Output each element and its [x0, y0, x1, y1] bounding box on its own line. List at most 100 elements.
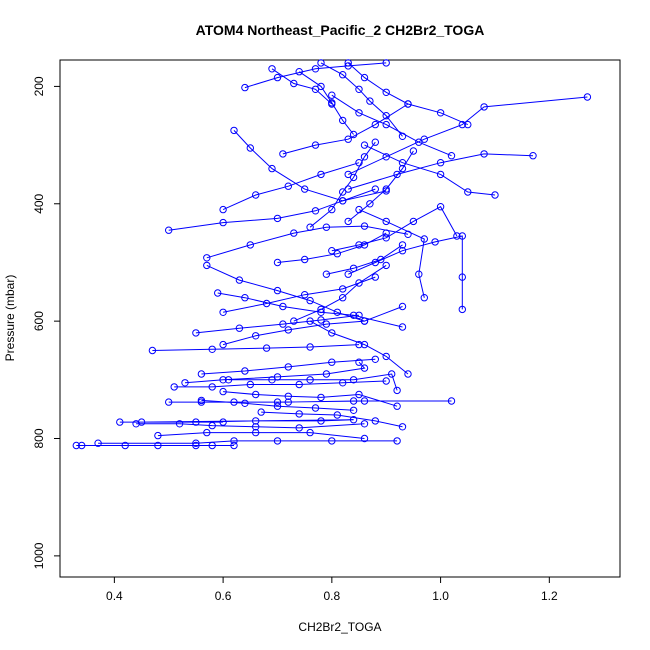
data-point — [208, 345, 216, 353]
data-point — [328, 100, 336, 108]
data-series — [344, 93, 592, 179]
data-point — [339, 71, 347, 79]
data-point — [241, 399, 249, 407]
data-point — [322, 223, 331, 231]
data-point — [192, 439, 200, 447]
series-line — [174, 380, 387, 388]
data-point — [366, 200, 374, 208]
data-point — [132, 420, 140, 428]
series-line — [168, 400, 452, 403]
data-point — [349, 416, 358, 424]
data-series — [306, 138, 379, 231]
data-point — [355, 340, 363, 349]
data-series — [197, 396, 358, 414]
data-point — [360, 241, 369, 249]
data-point — [306, 223, 314, 231]
data-point — [273, 73, 282, 82]
series-line — [326, 244, 403, 275]
data-point — [436, 203, 445, 211]
data-point — [371, 185, 379, 193]
data-point — [382, 120, 390, 129]
data-point — [284, 326, 292, 334]
data-point — [306, 428, 314, 437]
data-point — [447, 152, 456, 160]
y-tick-label: 400 — [32, 193, 46, 213]
data-point — [382, 261, 390, 270]
data-point — [317, 316, 325, 324]
data-point — [246, 380, 255, 389]
data-series — [268, 65, 336, 108]
data-point — [409, 217, 418, 226]
data-point — [322, 320, 331, 328]
data-series — [273, 229, 390, 267]
data-point — [328, 205, 336, 214]
data-point — [78, 441, 86, 450]
data-series — [344, 59, 472, 129]
data-point — [398, 323, 407, 331]
data-point — [436, 109, 445, 117]
x-tick-label: 0.4 — [106, 589, 123, 603]
y-tick-label: 600 — [32, 311, 46, 331]
data-point — [333, 250, 341, 258]
data-point — [284, 182, 292, 190]
data-series — [257, 408, 407, 431]
data-point — [241, 367, 249, 375]
data-series — [317, 59, 407, 141]
data-point — [197, 370, 206, 378]
data-point — [154, 441, 162, 450]
data-series — [197, 355, 379, 378]
data-point — [301, 185, 309, 193]
data-point — [339, 116, 347, 125]
data-point — [339, 197, 347, 205]
data-point — [154, 431, 162, 440]
data-point — [382, 217, 390, 226]
data-point — [355, 241, 363, 249]
data-point — [360, 364, 369, 372]
data-series — [181, 358, 369, 387]
data-point — [273, 214, 282, 223]
data-point — [420, 135, 428, 143]
x-tick-label: 1.0 — [432, 589, 449, 603]
series-line — [119, 419, 354, 423]
x-tick-label: 0.6 — [215, 589, 232, 603]
data-series — [116, 416, 358, 426]
data-point — [371, 417, 379, 425]
series-line — [195, 314, 360, 334]
series-line — [298, 71, 354, 135]
series-line — [271, 68, 333, 105]
data-point — [170, 383, 178, 391]
y-tick-label: 1000 — [32, 542, 46, 569]
series-line — [152, 344, 360, 351]
data-point — [382, 229, 390, 237]
data-point — [339, 285, 347, 293]
data-point — [344, 170, 352, 179]
data-point — [360, 420, 369, 428]
data-point — [148, 346, 157, 355]
data-series — [224, 370, 401, 395]
data-point — [360, 397, 369, 405]
data-point — [491, 191, 499, 199]
data-point — [317, 417, 325, 425]
series-line — [98, 440, 398, 444]
data-point — [121, 441, 129, 450]
data-point — [436, 159, 445, 167]
data-point — [301, 255, 309, 264]
data-point — [382, 352, 390, 361]
data-point — [301, 291, 309, 299]
data-point — [165, 226, 173, 234]
series-line — [222, 162, 360, 211]
data-point — [257, 408, 265, 416]
data-point — [360, 317, 369, 325]
data-point — [355, 85, 363, 94]
series-line — [223, 391, 398, 407]
series-line — [282, 103, 409, 155]
series-line — [348, 235, 463, 310]
data-point — [360, 434, 369, 443]
data-point — [355, 109, 363, 117]
data-point — [268, 164, 276, 173]
data-point — [317, 305, 325, 314]
data-series — [148, 340, 363, 355]
series-line — [320, 62, 403, 137]
data-series — [165, 397, 456, 406]
series-line — [347, 150, 414, 222]
